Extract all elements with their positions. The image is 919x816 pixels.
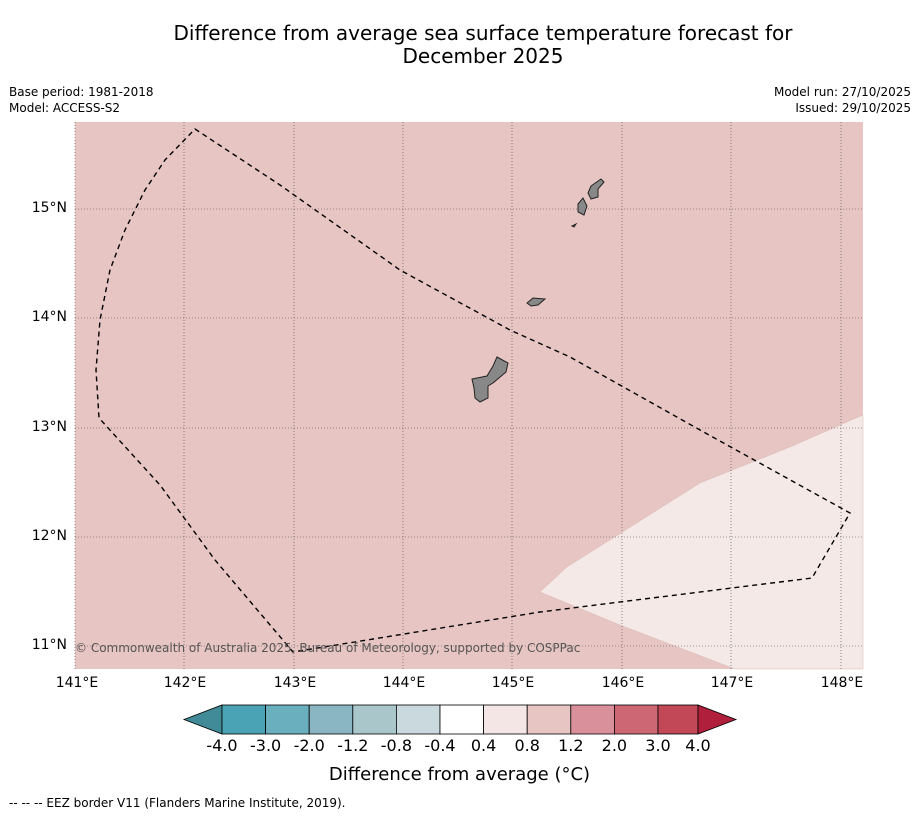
- colorbar-tick-4: -1.2: [337, 736, 369, 755]
- lon-label-142: 142°E: [163, 675, 207, 691]
- colorbar: [182, 704, 738, 735]
- land: [471, 178, 605, 403]
- chart-title: Difference from average sea surface temp…: [0, 22, 919, 68]
- island-guam: [471, 356, 509, 403]
- lon-label-148: 148°E: [820, 675, 864, 691]
- lon-label-146: 146°E: [601, 675, 645, 691]
- island-rota: [526, 297, 547, 307]
- colorbar-tick-1: -4.0: [206, 736, 238, 755]
- meta-right: Model run: 27/10/2025 Issued: 29/10/2025: [774, 84, 911, 116]
- model-run: Model run: 27/10/2025: [773, 85, 911, 99]
- colorbar-bin-10: [614, 704, 659, 735]
- lon-label-145: 145°E: [491, 675, 535, 691]
- lat-label-15: 15°N: [31, 200, 67, 216]
- lat-label-11: 11°N: [31, 637, 67, 653]
- lon-label-144: 144°E: [382, 675, 426, 691]
- colorbar-tick-9: 1.2: [558, 736, 584, 755]
- base-period: Base period: 1981-2018: [9, 85, 154, 99]
- colorbar-bin-7: [483, 704, 528, 735]
- colorbar-tick-5: -0.8: [380, 736, 412, 755]
- colorbar-over-triangle: [697, 704, 738, 735]
- colorbar-tick-7: 0.4: [470, 736, 497, 755]
- colorbar-under-triangle: [182, 704, 223, 735]
- colorbar-tick-10: 2.0: [601, 736, 628, 755]
- anomaly-region-light: [539, 414, 864, 670]
- colorbar-bin-2: [265, 704, 310, 735]
- lat-label-14: 14°N: [31, 309, 67, 325]
- colorbar-bin-3: [308, 704, 354, 735]
- colorbar-bin-8: [526, 704, 572, 735]
- colorbar-bin-1: [221, 704, 266, 735]
- meta-left: Base period: 1981-2018 Model: ACCESS-S2: [9, 84, 154, 116]
- lon-label-147: 147°E: [710, 675, 754, 691]
- colorbar-bin-9: [570, 704, 615, 735]
- colorbar-tick-8: 0.8: [514, 736, 540, 755]
- colorbar-bin-6: [439, 704, 484, 735]
- colorbar-tick-11: 3.0: [645, 736, 671, 755]
- colorbar-bin-5: [395, 704, 441, 735]
- lon-label-141: 141°E: [55, 675, 99, 691]
- lon-label-143: 143°E: [273, 675, 317, 691]
- colorbar-tick-2: -3.0: [249, 736, 282, 755]
- colorbar-bin-11: [657, 704, 699, 735]
- island-saipan: [587, 178, 605, 200]
- title-line-2: December 2025: [402, 44, 564, 68]
- colorbar-label: Difference from average (°C): [328, 764, 591, 785]
- eez-border: [95, 128, 851, 653]
- colorbar-tick-12: 4.0: [685, 736, 711, 755]
- graticule: [74, 122, 863, 669]
- model-name: Model: ACCESS-S2: [9, 101, 121, 115]
- island-tinian: [577, 197, 588, 216]
- colorbar-tick-3: -2.0: [293, 736, 325, 755]
- lat-label-13: 13°N: [31, 419, 67, 435]
- copyright-notice: © Commonwealth of Australia 2025, Bureau…: [75, 641, 581, 655]
- eez-legend: -- -- -- EEZ border V11 (Flanders Marine…: [9, 796, 346, 810]
- colorbar-tick-6: -0.4: [424, 736, 456, 755]
- lat-label-12: 12°N: [31, 528, 67, 544]
- title-line-1: Difference from average sea surface temp…: [173, 21, 793, 45]
- issued-date: Issued: 29/10/2025: [795, 101, 911, 115]
- island-aguijan: [570, 222, 578, 228]
- colorbar-bin-4: [352, 704, 397, 735]
